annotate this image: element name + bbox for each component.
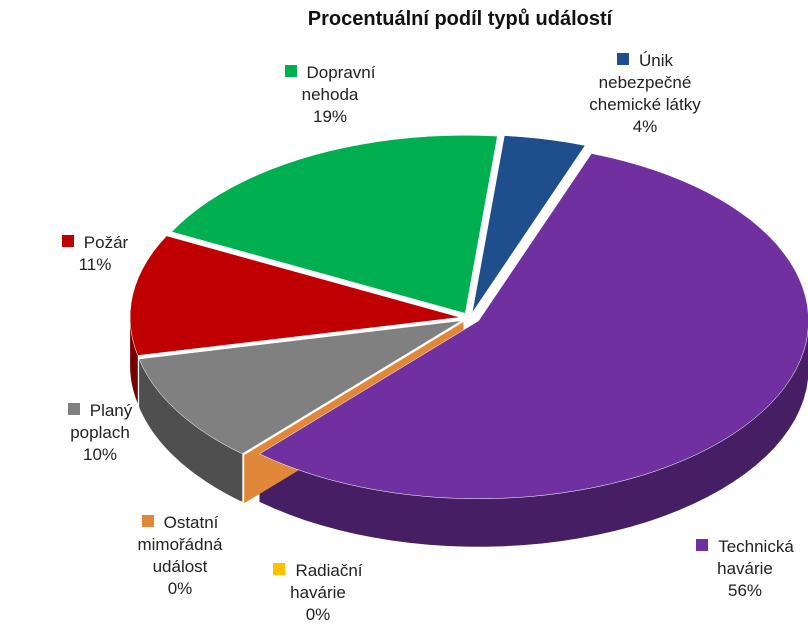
slice-side — [130, 317, 138, 404]
value-label: 0% — [305, 605, 331, 624]
category-label: Dopravní nehoda — [301, 63, 376, 104]
slice-side — [259, 331, 808, 547]
legend-marker — [273, 563, 286, 575]
data-label: Požár 11% — [40, 232, 150, 276]
slice — [129, 235, 461, 356]
legend-marker — [141, 515, 154, 527]
legend-marker — [61, 235, 74, 247]
legend-marker — [696, 539, 709, 551]
data-label: Radiační havárie 0% — [263, 560, 373, 626]
slice — [258, 153, 808, 500]
slice-side — [139, 359, 243, 502]
data-label: Planý poplach 10% — [45, 400, 155, 466]
data-label: Technická havárie 56% — [690, 536, 800, 602]
legend-marker — [616, 53, 629, 65]
data-label: Únik nebezpečné chemické látky 4% — [570, 50, 720, 138]
slice — [471, 135, 586, 313]
category-label: Únik nebezpečné chemické látky — [589, 51, 701, 114]
category-label: Radiační havárie — [290, 561, 363, 602]
category-label: Technická havárie — [717, 537, 794, 578]
value-label: 56% — [727, 581, 763, 600]
category-label: Planý poplach — [70, 401, 133, 442]
legend-marker — [284, 65, 297, 77]
chart-title: Procentuální podíl typů událostí — [307, 8, 613, 30]
value-label: 19% — [312, 107, 348, 126]
value-label: 11% — [78, 255, 112, 274]
data-label: Dopravní nehoda 19% — [270, 62, 390, 128]
value-label: 0% — [167, 579, 193, 598]
legend-marker — [67, 403, 80, 415]
value-label: 10% — [82, 445, 118, 464]
slice — [171, 135, 498, 314]
category-label: Požár — [83, 233, 129, 252]
value-label: 4% — [632, 117, 658, 136]
data-label: Ostatní mimořádná událost 0% — [120, 512, 240, 600]
slice — [138, 320, 462, 455]
category-label: Ostatní mimořádná událost — [137, 513, 223, 576]
